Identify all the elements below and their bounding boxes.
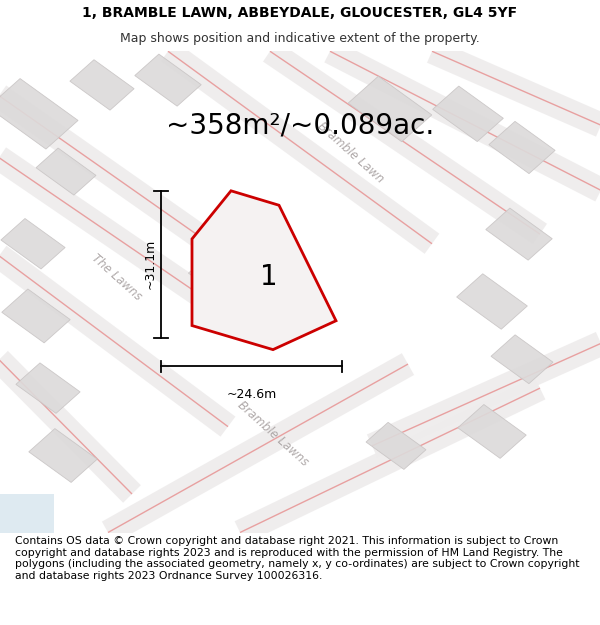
Text: 1: 1 [260,262,277,291]
Polygon shape [457,274,527,329]
Polygon shape [348,76,432,142]
Text: ~24.6m: ~24.6m [226,388,277,401]
Polygon shape [486,208,552,260]
Polygon shape [489,121,555,174]
Polygon shape [433,86,503,141]
Text: ~358m²/~0.089ac.: ~358m²/~0.089ac. [166,112,434,140]
Polygon shape [1,219,65,269]
Polygon shape [135,54,201,106]
Polygon shape [0,79,78,149]
Text: Contains OS data © Crown copyright and database right 2021. This information is : Contains OS data © Crown copyright and d… [15,536,580,581]
Polygon shape [192,191,336,349]
Polygon shape [16,363,80,413]
Polygon shape [458,404,526,458]
Polygon shape [366,422,426,469]
Text: Bramble Lawns: Bramble Lawns [235,399,311,469]
Polygon shape [491,335,553,384]
Text: 1, BRAMBLE LAWN, ABBEYDALE, GLOUCESTER, GL4 5YF: 1, BRAMBLE LAWN, ABBEYDALE, GLOUCESTER, … [82,6,518,20]
Polygon shape [70,60,134,110]
Polygon shape [2,289,70,343]
Polygon shape [188,246,268,309]
Polygon shape [29,429,97,483]
Text: Map shows position and indicative extent of the property.: Map shows position and indicative extent… [120,32,480,45]
Text: ~31.1m: ~31.1m [143,239,157,289]
Polygon shape [36,148,96,195]
Polygon shape [0,494,54,532]
Text: Bramble Lawn: Bramble Lawn [316,119,386,186]
Text: The Lawns: The Lawns [89,252,145,303]
